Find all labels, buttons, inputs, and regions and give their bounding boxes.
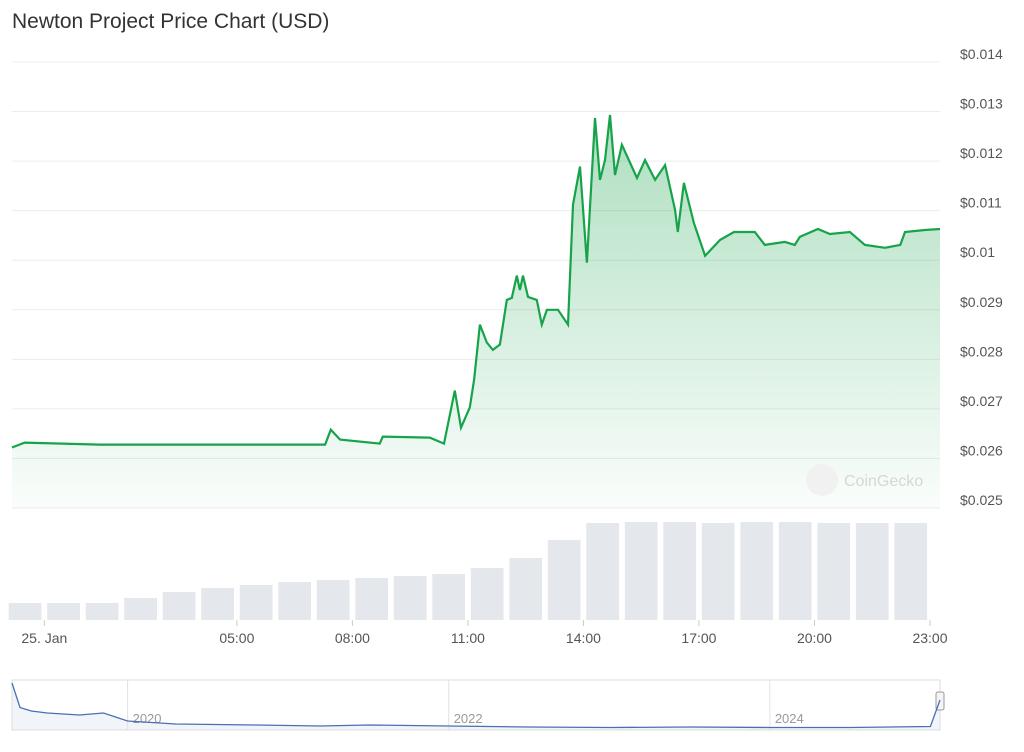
volume-bar xyxy=(894,523,928,620)
y-tick-label: $0.027 xyxy=(960,393,1003,409)
volume-bar xyxy=(624,522,658,620)
x-tick-label: 20:00 xyxy=(797,630,832,646)
area xyxy=(12,115,940,508)
volume-bar xyxy=(393,576,427,620)
line xyxy=(11,114,941,449)
x-tick-label: 14:00 xyxy=(566,630,601,646)
volume-bar xyxy=(316,580,350,620)
x-tick-label: 11:00 xyxy=(451,630,485,646)
volume-bar xyxy=(8,603,42,620)
volume-bar xyxy=(547,540,581,620)
volume-bar xyxy=(855,523,889,620)
volume-bar xyxy=(740,522,774,620)
x-tick-label: 25. Jan xyxy=(21,630,67,646)
y-tick-label: $0.014 xyxy=(960,46,1003,62)
navigator-tick-label: 2022 xyxy=(454,711,483,726)
y-tick-label: $0.013 xyxy=(960,96,1003,112)
navigator-tick-label: 2024 xyxy=(775,711,804,726)
volume-bar xyxy=(778,522,812,620)
chart-title: Newton Project Price Chart (USD) xyxy=(12,10,329,33)
volume-bar xyxy=(663,522,697,620)
volume-bar xyxy=(586,523,620,620)
y-tick-label: $0.012 xyxy=(960,145,1003,161)
y-tick-label: $0.028 xyxy=(960,343,1003,359)
volume-bar xyxy=(470,568,504,620)
x-tick-label: 05:00 xyxy=(219,630,254,646)
volume-bar xyxy=(701,523,735,620)
line xyxy=(11,682,941,729)
volume-bar xyxy=(124,598,157,620)
y-tick-label: $0.01 xyxy=(960,244,995,260)
y-tick-label: $0.025 xyxy=(960,492,1003,508)
volume-bar xyxy=(47,603,80,620)
volume-bar xyxy=(162,592,196,620)
volume-bar xyxy=(355,578,389,620)
navigator-tick-label: 2020 xyxy=(133,711,162,726)
x-tick-label: 23:00 xyxy=(912,630,947,646)
y-tick-label: $0.026 xyxy=(960,442,1003,458)
area xyxy=(12,683,940,730)
watermark: CoinGecko xyxy=(844,473,923,490)
y-tick-label: $0.029 xyxy=(960,294,1003,310)
volume-bar xyxy=(432,574,466,620)
y-tick-label: $0.011 xyxy=(960,195,1002,211)
volume-bar xyxy=(85,603,119,620)
x-tick-label: 17:00 xyxy=(681,630,716,646)
watermark-logo xyxy=(806,464,838,496)
volume-bar xyxy=(817,523,851,620)
volume-bar xyxy=(278,582,312,620)
volume-bar xyxy=(509,558,543,620)
volume-bar xyxy=(239,585,273,620)
volume-bar xyxy=(201,588,234,620)
x-tick-label: 08:00 xyxy=(335,630,370,646)
